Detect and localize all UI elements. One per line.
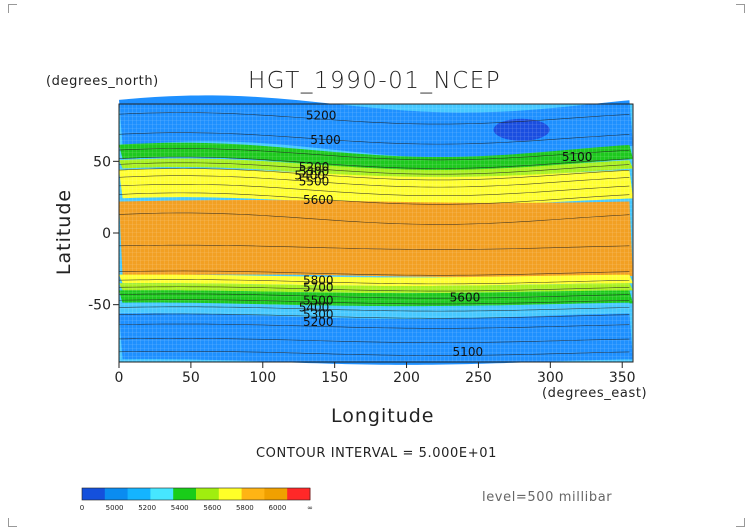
corner-mark-bottom-right bbox=[736, 518, 745, 527]
y-tick-label: 0 bbox=[102, 226, 111, 242]
colorbar-label: 5200 bbox=[138, 504, 156, 512]
contour-line bbox=[118, 313, 630, 319]
contour-line bbox=[118, 323, 630, 329]
contour-label: 5600 bbox=[450, 291, 481, 305]
x-tick-label: 250 bbox=[465, 370, 492, 386]
contour-line bbox=[118, 168, 630, 181]
contour-line bbox=[118, 306, 630, 312]
contour-label: 5100 bbox=[310, 133, 341, 147]
colorbar-swatch bbox=[150, 488, 174, 500]
contour-label: 5500 bbox=[303, 293, 334, 307]
contour-line bbox=[118, 286, 630, 292]
contour-line bbox=[118, 338, 630, 343]
colorbar-label: ∞ bbox=[307, 504, 313, 512]
x-tick-label: 0 bbox=[115, 370, 124, 386]
colorbar-label: 5800 bbox=[236, 504, 254, 512]
colorbar-label: 5600 bbox=[203, 504, 221, 512]
contour-label: 5300 bbox=[303, 308, 334, 322]
colorbar-swatch bbox=[264, 488, 288, 500]
colorbar-swatch bbox=[104, 488, 129, 500]
contour-labels: 5200510051005200530054005500560058005700… bbox=[294, 108, 592, 359]
colorbar-swatch bbox=[82, 488, 106, 500]
contour-line bbox=[118, 183, 630, 197]
contour-label: 5400 bbox=[294, 169, 325, 183]
colorbar: 0 5000 5200 5400 5600 5800 6000 ∞ bbox=[80, 487, 313, 512]
y-tick-label: 50 bbox=[93, 154, 111, 170]
x-ticks: 0 50 100 150 200 250 300 350 bbox=[115, 362, 636, 386]
corner-mark-top-left bbox=[8, 4, 17, 13]
level-text: level=500 millibar bbox=[482, 490, 613, 505]
contour-line bbox=[118, 279, 630, 285]
x-tick-label: 200 bbox=[393, 370, 420, 386]
x-tick-label: 150 bbox=[321, 370, 348, 386]
x-axis-title: Longitude bbox=[331, 405, 435, 427]
contour-line bbox=[118, 175, 630, 188]
contour-line bbox=[118, 192, 630, 205]
contour-lines bbox=[118, 112, 630, 356]
corner-mark-top-right bbox=[736, 4, 745, 13]
corner-mark-bottom-left bbox=[8, 518, 17, 527]
contour-line bbox=[118, 132, 630, 145]
contour-label: 5700 bbox=[303, 280, 334, 294]
contour-line bbox=[118, 212, 630, 225]
contour-label: 5800 bbox=[303, 273, 334, 287]
contour-line bbox=[118, 156, 630, 169]
contour-line bbox=[118, 148, 630, 161]
contour-label: 5600 bbox=[303, 193, 334, 207]
y-axis-unit: (degrees_north) bbox=[46, 74, 159, 89]
contour-label: 5500 bbox=[299, 174, 330, 188]
x-tick-label: 350 bbox=[609, 370, 636, 386]
fine-grid-overlay bbox=[119, 104, 633, 362]
contour-line bbox=[118, 293, 630, 299]
contour-label: 5200 bbox=[306, 108, 337, 122]
contour-line bbox=[118, 162, 630, 175]
y-tick-label: -50 bbox=[88, 298, 111, 314]
contour-line bbox=[118, 350, 630, 356]
colorbar-swatch bbox=[173, 488, 197, 500]
contour-interval-text: CONTOUR INTERVAL = 5.000E+01 bbox=[256, 446, 497, 461]
contour-line bbox=[118, 270, 630, 276]
colorbar-label: 5000 bbox=[106, 504, 124, 512]
contour-line bbox=[118, 244, 630, 250]
x-tick-label: 300 bbox=[537, 370, 564, 386]
colorbar-swatch bbox=[196, 488, 220, 500]
x-tick-label: 100 bbox=[249, 370, 276, 386]
y-ticks: 50 0 -50 bbox=[88, 154, 119, 314]
colorbar-frame bbox=[81, 487, 311, 501]
contour-line bbox=[118, 112, 630, 125]
chart-title: HGT_1990-01_NCEP bbox=[248, 68, 502, 94]
contour-label: 5200 bbox=[299, 160, 330, 174]
contour-line bbox=[118, 299, 630, 305]
contour-label: 5400 bbox=[299, 301, 330, 315]
contour-label: 5100 bbox=[453, 345, 484, 359]
colorbar-swatch bbox=[127, 488, 151, 500]
colorbar-swatch bbox=[218, 488, 243, 500]
contour-label: 5300 bbox=[299, 164, 330, 178]
x-axis-unit: (degrees_east) bbox=[542, 386, 648, 401]
colorbar-swatch bbox=[287, 488, 311, 500]
contour-label: 5200 bbox=[303, 315, 334, 329]
x-tick-label: 50 bbox=[182, 370, 200, 386]
colorbar-label: 0 bbox=[80, 504, 84, 512]
colorbar-label: 5400 bbox=[171, 504, 189, 512]
colorbar-swatch bbox=[241, 488, 265, 500]
colorbar-label: 6000 bbox=[269, 504, 287, 512]
contour-label: 5100 bbox=[562, 150, 593, 164]
